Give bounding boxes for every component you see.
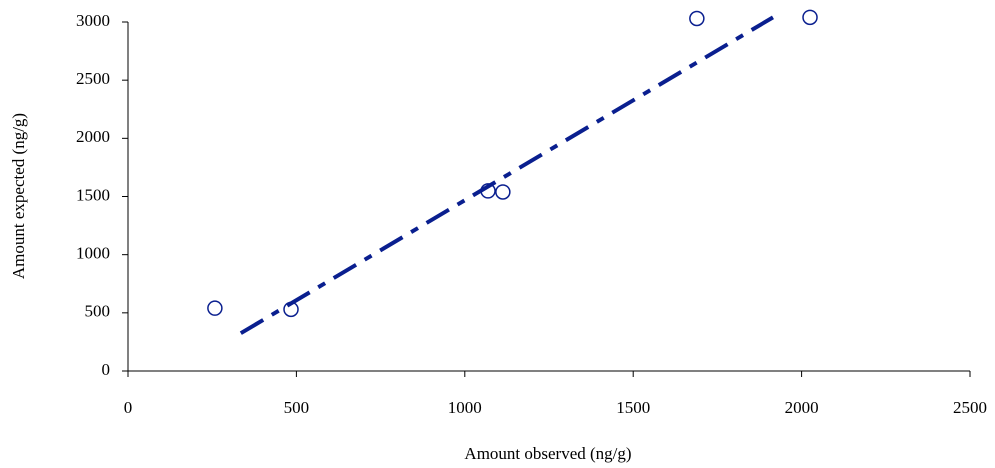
y-tick-label: 2000	[76, 127, 110, 146]
y-tick-label: 500	[85, 302, 111, 321]
y-tick-label: 3000	[76, 11, 110, 30]
trendline	[239, 15, 774, 335]
point	[283, 301, 299, 318]
x-tick-label: 500	[284, 398, 310, 417]
y-tick-label: 1500	[76, 185, 110, 204]
y-tick-label: 0	[102, 360, 111, 379]
x-tick-label: 1500	[616, 398, 650, 417]
point	[802, 9, 818, 26]
y-tick-label: 1000	[76, 244, 110, 263]
point	[207, 300, 223, 316]
point	[480, 183, 496, 199]
x-axis-title: Amount observed (ng/g)	[464, 444, 631, 463]
x-tick-label: 2000	[785, 398, 819, 417]
y-axis-title: Amount expected (ng/g)	[9, 113, 28, 279]
point	[689, 10, 705, 27]
point	[495, 184, 511, 200]
x-tick-label: 1000	[448, 398, 482, 417]
x-tick-label: 0	[124, 398, 133, 417]
x-tick-label: 2500	[953, 398, 987, 417]
y-tick-label: 2500	[76, 69, 110, 88]
